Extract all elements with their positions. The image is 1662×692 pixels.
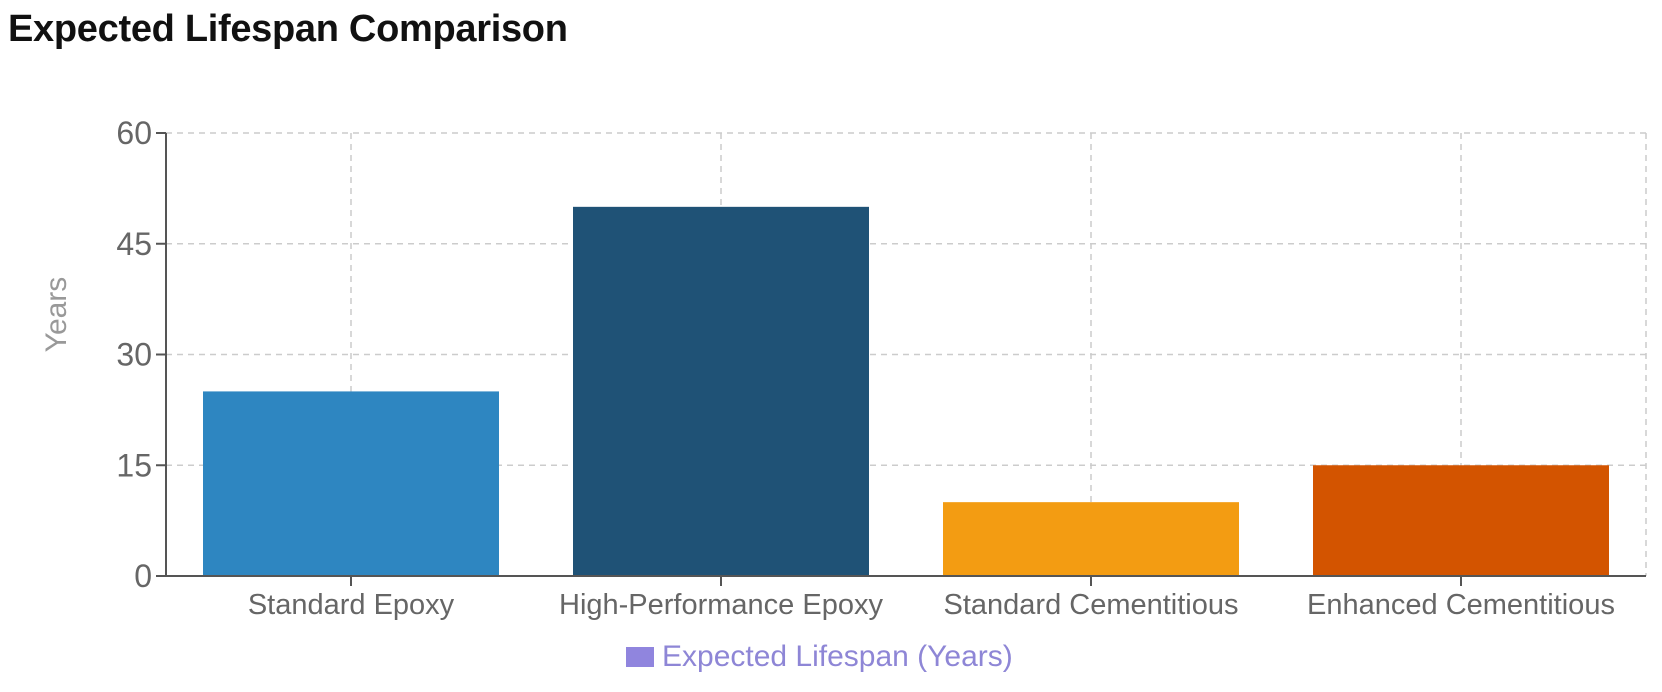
- axes: [156, 132, 1646, 586]
- x-tick-label: Enhanced Cementitious: [1307, 589, 1615, 621]
- bar[interactable]: [943, 502, 1239, 576]
- y-tick-label: 0: [134, 558, 152, 594]
- bar[interactable]: [203, 391, 499, 576]
- axis-labels: 0 15 30 45 60 Standard Epoxy High-Performance …: [40, 115, 1615, 621]
- bar[interactable]: [1313, 465, 1609, 576]
- x-tick-label: High-Performance Epoxy: [559, 589, 883, 621]
- y-tick-label: 60: [116, 115, 152, 151]
- y-tick-label: 45: [116, 226, 152, 262]
- legend[interactable]: Expected Lifespan (Years): [626, 640, 1013, 674]
- chart-title: Expected Lifespan Comparison: [8, 8, 568, 50]
- x-tick-label: Standard Cementitious: [944, 589, 1239, 621]
- y-tick-label: 15: [116, 447, 152, 483]
- bar[interactable]: [573, 206, 869, 577]
- y-tick-label: 30: [116, 337, 152, 373]
- x-tick-label: Standard Epoxy: [248, 589, 455, 621]
- legend-swatch: [626, 647, 654, 667]
- y-axis-title: Years: [40, 277, 73, 353]
- legend-label: Expected Lifespan (Years): [662, 640, 1013, 673]
- bars: [203, 206, 1609, 577]
